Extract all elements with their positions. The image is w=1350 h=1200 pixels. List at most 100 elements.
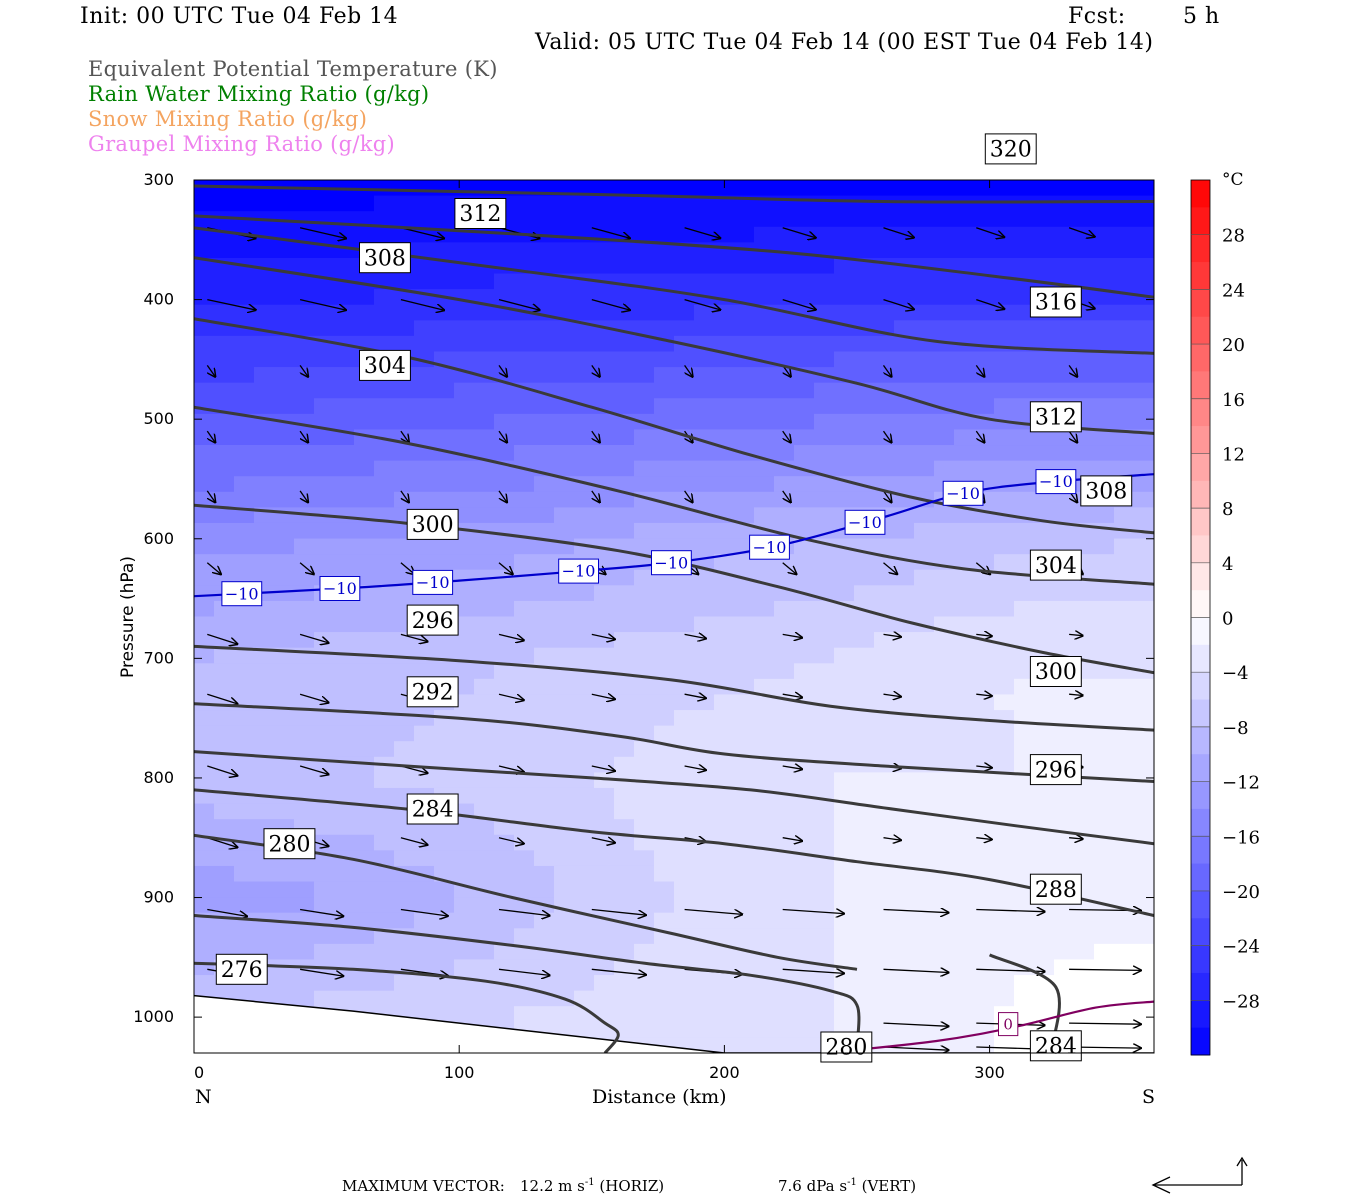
temperature-cell <box>1134 912 1154 929</box>
temperature-cell <box>654 429 675 446</box>
temperature-cell <box>194 663 215 680</box>
temperature-cell <box>734 756 755 773</box>
temperature-cell <box>814 897 835 914</box>
temperature-cell <box>414 335 435 353</box>
temperature-cell <box>834 460 855 477</box>
temperature-cell <box>1094 756 1115 773</box>
wind-vector <box>207 765 237 776</box>
temperature-cell <box>874 538 895 555</box>
temperature-cell <box>914 725 935 742</box>
temperature-cell <box>1034 226 1055 243</box>
temperature-cell <box>434 273 455 290</box>
wind-vector <box>883 969 949 972</box>
temperature-cell <box>614 928 635 945</box>
temperature-cell <box>314 522 335 540</box>
temperature-cell <box>534 351 555 368</box>
temperature-cell <box>974 710 995 727</box>
temperature-cell <box>234 663 255 680</box>
temperature-cell <box>454 273 475 290</box>
temperature-cell <box>1054 335 1075 353</box>
temperature-cell <box>894 897 915 914</box>
temperature-cell <box>914 881 935 898</box>
temperature-cell <box>634 600 655 618</box>
temperature-cell <box>994 897 1015 914</box>
wind-vector <box>498 765 524 772</box>
temperature-cell <box>634 834 655 851</box>
temperature-cell <box>274 943 295 961</box>
temperature-cell <box>1114 554 1135 571</box>
temperature-cell <box>834 351 855 368</box>
temperature-cell <box>334 678 355 696</box>
temperature-cell <box>1094 585 1115 602</box>
temperature-cell <box>714 476 735 493</box>
temperature-cell <box>694 257 715 275</box>
temperature-cell <box>814 398 835 415</box>
colorbar-swatch <box>1191 672 1210 701</box>
temperature-cell <box>654 585 675 602</box>
temperature-cell <box>894 351 915 368</box>
temperature-cell <box>894 1006 915 1023</box>
temperature-cell <box>534 741 555 758</box>
isotherm-label-box <box>558 558 600 584</box>
temperature-cell <box>374 975 395 992</box>
temperature-cell <box>954 507 975 524</box>
temperature-cell <box>634 304 655 321</box>
temperature-cell <box>774 819 795 836</box>
temperature-cell <box>214 476 235 493</box>
wind-vector <box>591 766 615 771</box>
north-end-label: N <box>195 1086 212 1108</box>
temperature-cell <box>1114 943 1135 961</box>
temperature-cell <box>494 632 515 649</box>
temperature-cell <box>834 912 855 929</box>
temperature-cell <box>694 725 715 742</box>
temperature-cell <box>454 663 475 680</box>
temperature-cell <box>814 554 835 571</box>
temperature-cell <box>1054 959 1075 976</box>
temperature-cell <box>694 476 715 493</box>
temperature-cell <box>834 834 855 851</box>
temperature-cell <box>414 476 435 493</box>
temperature-cell <box>1094 273 1115 290</box>
temperature-cell <box>614 787 635 805</box>
temperature-cell <box>914 257 935 275</box>
temperature-cell <box>1034 195 1055 212</box>
temperature-cell <box>994 710 1015 727</box>
temperature-cell <box>754 616 775 633</box>
temperature-cell <box>694 351 715 368</box>
temperature-cell <box>654 819 675 836</box>
temperature-cell <box>194 445 215 462</box>
temperature-cell <box>194 772 215 789</box>
temperature-cell <box>334 710 355 727</box>
wind-vector <box>976 694 992 696</box>
isotherm-label-box <box>412 569 454 595</box>
temperature-cell <box>814 476 835 493</box>
wind-vector <box>591 908 646 916</box>
temperature-cell <box>294 226 315 243</box>
temperature-cell <box>714 975 735 992</box>
temperature-cell <box>634 522 655 540</box>
temperature-cell <box>254 756 275 773</box>
temperature-cell <box>1094 351 1115 368</box>
temperature-cell <box>794 382 815 399</box>
temperature-cell <box>754 398 775 415</box>
colorbar-swatch <box>1191 508 1210 536</box>
vert-suffix: (VERT) <box>861 1177 917 1195</box>
temperature-cell <box>874 460 895 477</box>
temperature-cell <box>954 647 975 664</box>
temperature-cell <box>474 491 495 508</box>
temperature-cell <box>854 943 875 961</box>
temperature-cell <box>294 491 315 508</box>
temperature-cell <box>514 834 535 851</box>
temperature-cell <box>494 476 515 493</box>
temperature-cell <box>794 538 815 555</box>
isotherm-label-box <box>844 509 886 535</box>
temperature-cell <box>334 242 355 259</box>
wind-vector <box>400 430 409 443</box>
temperature-cell <box>854 694 875 711</box>
temperature-cell <box>914 180 935 197</box>
temperature-cell <box>634 897 655 914</box>
temperature-cell <box>874 585 895 602</box>
temperature-cell <box>254 335 275 353</box>
temperature-cell <box>954 398 975 415</box>
temperature-cell <box>314 725 335 742</box>
